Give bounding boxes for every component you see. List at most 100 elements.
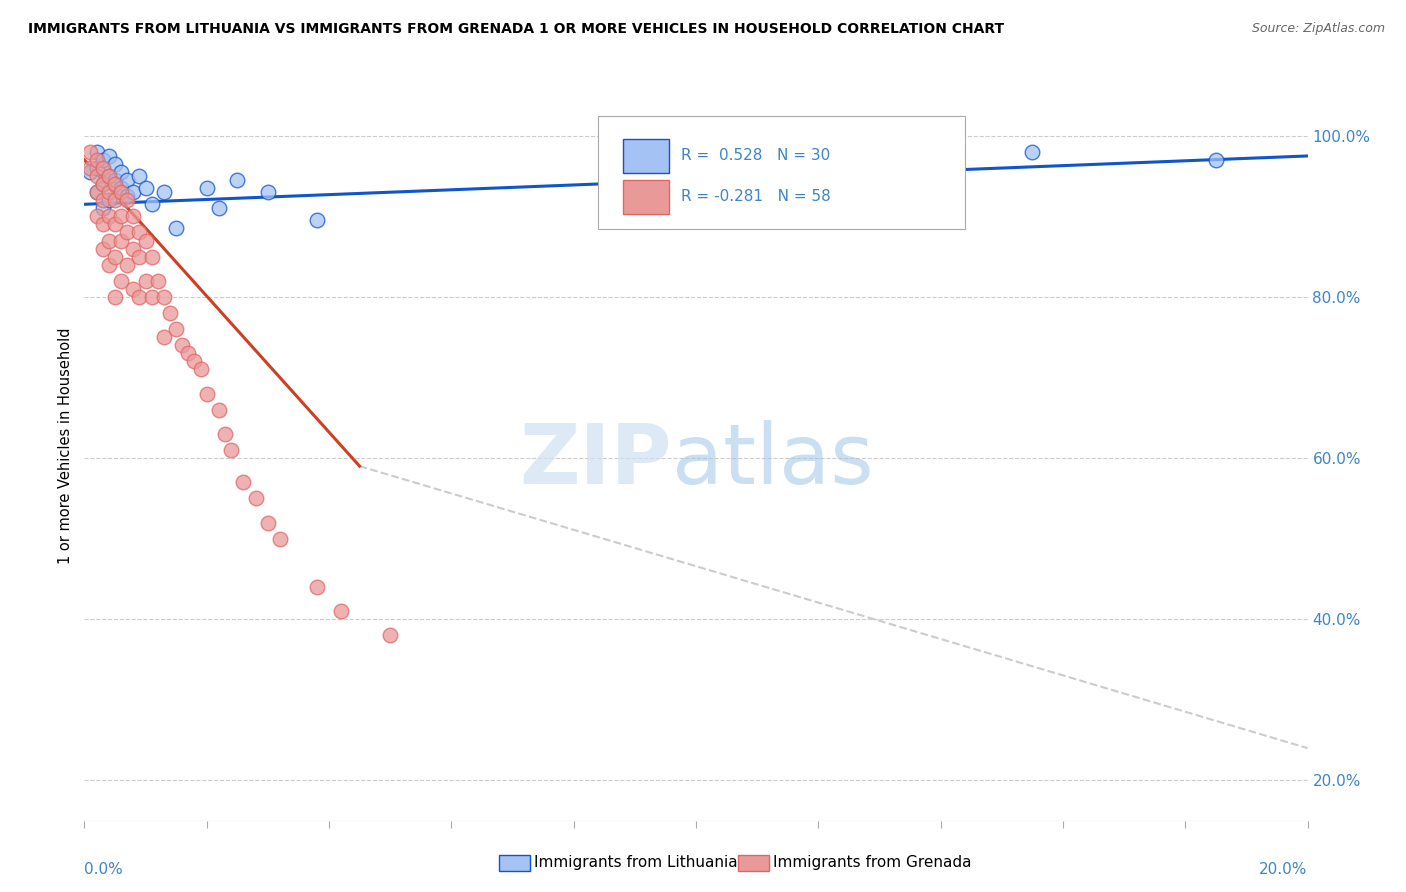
Point xyxy=(195,181,218,195)
Point xyxy=(257,185,280,199)
Point xyxy=(110,185,132,199)
Point xyxy=(86,185,108,199)
Point xyxy=(128,250,150,264)
Point xyxy=(110,274,132,288)
Point xyxy=(257,516,280,530)
Point xyxy=(269,532,291,546)
Text: 0.0%: 0.0% xyxy=(84,862,124,877)
Point xyxy=(380,628,402,642)
Point xyxy=(79,161,101,175)
Point xyxy=(219,443,242,458)
Point xyxy=(110,234,132,248)
Point xyxy=(104,250,127,264)
Point xyxy=(110,210,132,224)
Y-axis label: 1 or more Vehicles in Household: 1 or more Vehicles in Household xyxy=(58,327,73,565)
Point xyxy=(104,157,127,171)
Point xyxy=(146,274,169,288)
Text: atlas: atlas xyxy=(672,420,873,501)
Point xyxy=(208,402,231,417)
Point xyxy=(172,338,194,352)
Bar xyxy=(623,139,669,172)
Point xyxy=(79,145,101,159)
Text: R = -0.281   N = 58: R = -0.281 N = 58 xyxy=(682,189,831,204)
Text: Immigrants from Grenada: Immigrants from Grenada xyxy=(773,855,972,870)
Point xyxy=(305,213,328,227)
Point xyxy=(122,185,145,199)
Point xyxy=(97,258,120,272)
Point xyxy=(135,274,157,288)
Point xyxy=(141,197,163,211)
Point xyxy=(115,189,138,203)
Point xyxy=(165,221,187,235)
Point xyxy=(97,169,120,183)
Point xyxy=(86,185,108,199)
Point xyxy=(91,153,114,167)
Point xyxy=(79,165,101,179)
Point xyxy=(104,194,127,208)
Point xyxy=(97,210,120,224)
Point xyxy=(104,177,127,191)
Point xyxy=(86,210,108,224)
Point xyxy=(86,161,108,175)
Point xyxy=(245,491,267,506)
Point xyxy=(97,169,120,183)
Point xyxy=(122,210,145,224)
Point xyxy=(135,181,157,195)
Point xyxy=(91,194,114,208)
Point xyxy=(115,226,138,240)
FancyBboxPatch shape xyxy=(598,116,965,228)
Point xyxy=(869,161,891,175)
Point xyxy=(135,234,157,248)
Point xyxy=(97,185,120,199)
Point xyxy=(1021,145,1043,159)
Point xyxy=(91,161,114,175)
Point xyxy=(91,242,114,256)
Text: R =  0.528   N = 30: R = 0.528 N = 30 xyxy=(682,148,831,162)
Point xyxy=(183,354,205,368)
Point xyxy=(104,290,127,304)
Point xyxy=(128,226,150,240)
Point xyxy=(214,426,236,441)
Point xyxy=(208,202,231,216)
Text: Immigrants from Lithuania: Immigrants from Lithuania xyxy=(534,855,738,870)
Point xyxy=(104,173,127,187)
Point xyxy=(122,282,145,296)
Point xyxy=(110,181,132,195)
Bar xyxy=(623,180,669,214)
Point xyxy=(305,580,328,594)
Text: Source: ZipAtlas.com: Source: ZipAtlas.com xyxy=(1251,22,1385,36)
Point xyxy=(153,290,176,304)
Point xyxy=(1205,153,1227,167)
Point xyxy=(195,386,218,401)
Point xyxy=(159,306,181,320)
Point xyxy=(115,173,138,187)
Point xyxy=(91,177,114,191)
Point xyxy=(97,194,120,208)
Point xyxy=(165,322,187,336)
Point xyxy=(128,169,150,183)
Point xyxy=(190,362,212,376)
Point xyxy=(115,258,138,272)
Point xyxy=(226,173,249,187)
Point xyxy=(330,604,353,618)
Text: 20.0%: 20.0% xyxy=(1260,862,1308,877)
Point xyxy=(115,194,138,208)
Point xyxy=(97,149,120,163)
Point xyxy=(122,242,145,256)
Point xyxy=(97,234,120,248)
Text: IMMIGRANTS FROM LITHUANIA VS IMMIGRANTS FROM GRENADA 1 OR MORE VEHICLES IN HOUSE: IMMIGRANTS FROM LITHUANIA VS IMMIGRANTS … xyxy=(28,22,1004,37)
Point xyxy=(128,290,150,304)
Point xyxy=(110,165,132,179)
Point xyxy=(104,218,127,232)
Point xyxy=(153,185,176,199)
Point xyxy=(91,218,114,232)
Point xyxy=(86,169,108,183)
Point xyxy=(86,153,108,167)
Point xyxy=(91,177,114,191)
Point xyxy=(153,330,176,344)
Point xyxy=(232,475,254,490)
Point xyxy=(141,250,163,264)
Point xyxy=(177,346,200,360)
Point xyxy=(91,202,114,216)
Point xyxy=(141,290,163,304)
